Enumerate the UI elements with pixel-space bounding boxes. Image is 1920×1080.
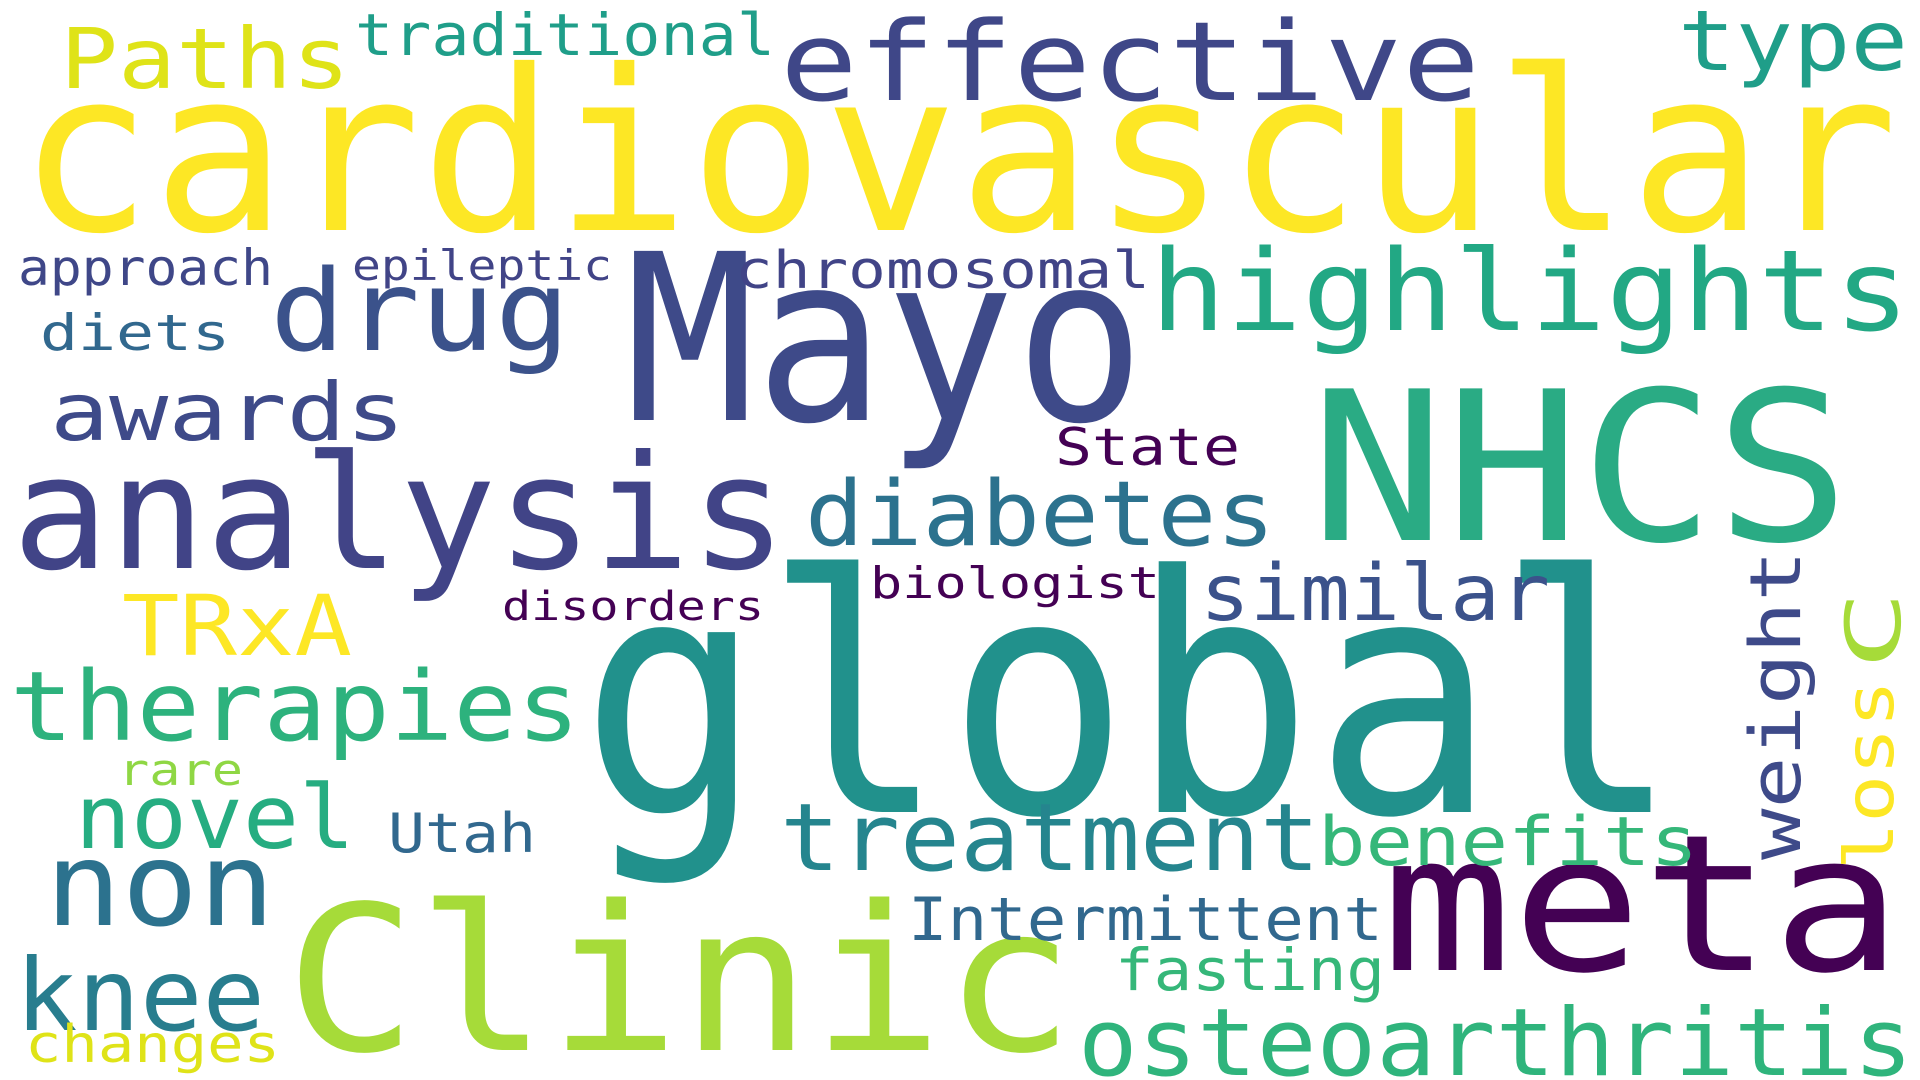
word-drug: drug	[270, 247, 570, 377]
word-disorders: disorders	[502, 584, 764, 630]
word-rare: rare	[118, 745, 243, 796]
word-awards: awards	[50, 366, 405, 459]
word-biologist: biologist	[870, 558, 1160, 609]
word-knee: knee	[15, 937, 265, 1054]
word-therapies: therapies	[10, 651, 580, 763]
word-cardiovascular: cardiovascular	[18, 22, 1898, 283]
word-effective: effective	[780, 0, 1480, 126]
word-chromosomal: chromosomal	[735, 241, 1150, 301]
word-analysis: analysis	[12, 422, 787, 606]
word-weight: weight	[1735, 550, 1817, 860]
word-treatment: treatment	[780, 784, 1320, 893]
word-intermittent: Intermittent	[908, 885, 1383, 955]
word-paths: Paths	[60, 10, 350, 108]
word-type: type	[1678, 0, 1908, 90]
word-diets: diets	[40, 304, 230, 362]
word-osteoarthritis: osteoarthritis	[1078, 989, 1913, 1080]
word-trxa: TRxA	[122, 577, 352, 675]
word-global: global	[580, 506, 1680, 890]
word-traditional: traditional	[355, 1, 775, 69]
word-utah: Utah	[388, 802, 536, 865]
word-epileptic: epileptic	[352, 241, 612, 290]
word-diabetes: diabetes	[805, 462, 1275, 567]
word-approach: approach	[18, 239, 273, 297]
word-c: C	[1829, 590, 1918, 670]
word-benefits: benefits	[1318, 803, 1698, 882]
word-non: non	[45, 818, 275, 953]
word-mayo: Mayo	[625, 205, 1145, 475]
word-fasting: fasting	[1115, 936, 1385, 1004]
word-state: State	[1055, 418, 1240, 478]
word-highlights: highlights	[1150, 227, 1910, 357]
word-loss: loss	[1831, 680, 1910, 870]
word-clinic: Clinic	[285, 862, 1075, 1080]
word-changes: changes	[25, 1015, 280, 1075]
word-nhcs: NHCS	[1310, 348, 1850, 590]
word-meta: meta	[1382, 794, 1902, 1015]
word-novel: novel	[75, 766, 355, 869]
word-similar: similar	[1200, 549, 1550, 639]
